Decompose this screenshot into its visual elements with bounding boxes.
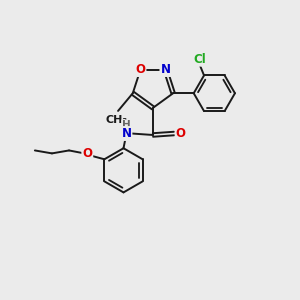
Text: N: N [122,127,131,140]
Text: O: O [82,148,92,160]
Text: O: O [176,127,186,140]
Text: CH₃: CH₃ [106,115,128,125]
Text: H: H [122,120,131,130]
Text: N: N [160,63,170,76]
Text: O: O [136,63,146,76]
Text: Cl: Cl [193,53,206,66]
